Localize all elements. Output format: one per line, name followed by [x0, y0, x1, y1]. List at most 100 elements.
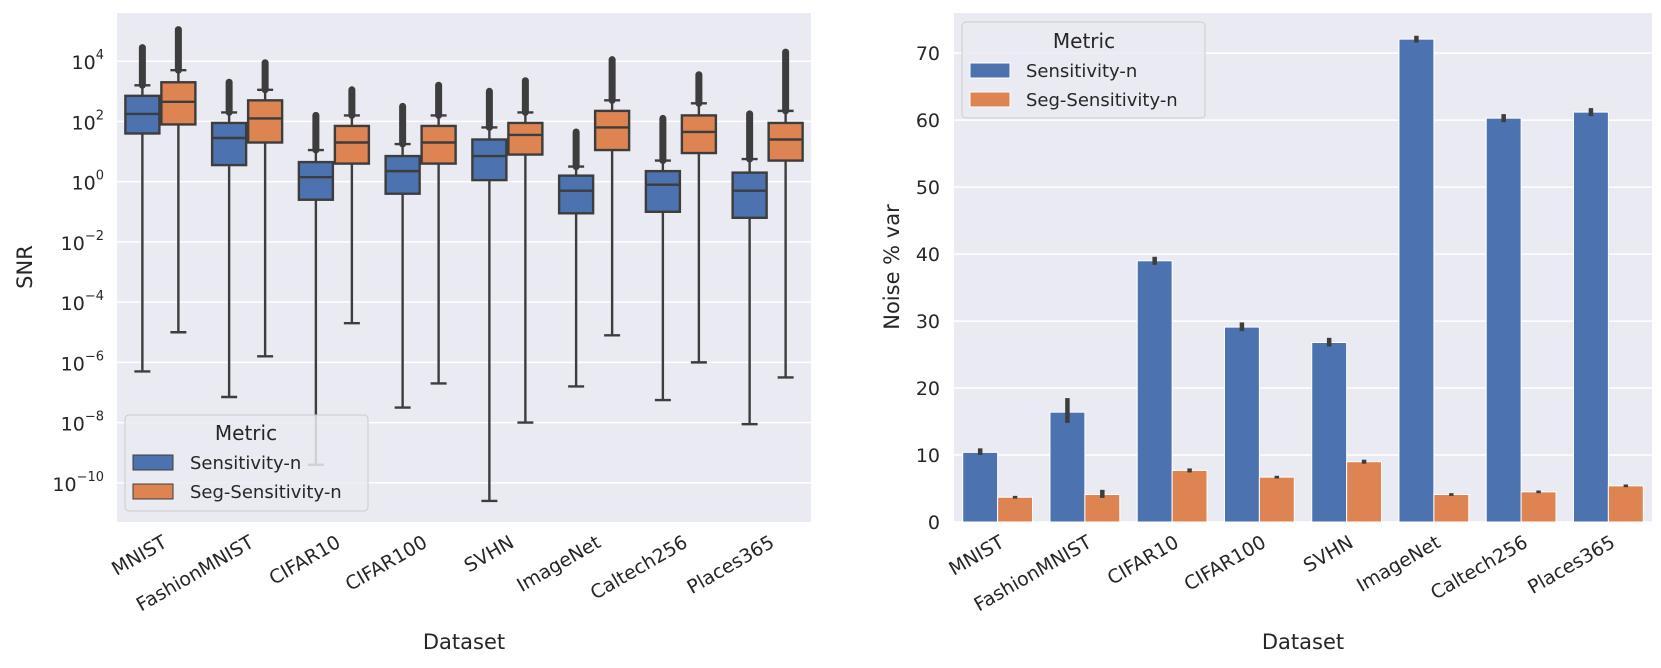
right-x-tick-label-svhn: SVHN: [1300, 531, 1357, 577]
bar-fashionmnist-sensitivity-n: [1049, 411, 1086, 523]
bar-cifar100-seg-sensitivity-n: [1258, 476, 1295, 523]
box-places365-sensitivity-n: [731, 110, 768, 426]
left-y-tick-label: 10−4: [61, 289, 104, 315]
bar-imagenet-sensitivity-n: [1398, 38, 1435, 523]
iqr-box: [333, 124, 371, 165]
box-mnist-sensitivity-n: [124, 44, 161, 373]
box-svhn-seg-sensitivity-n: [507, 77, 544, 424]
outlier-point: [225, 80, 233, 87]
right-gridlines: [954, 52, 1652, 523]
box-caltech256-seg-sensitivity-n: [680, 71, 718, 364]
right-y-tick-labels: 0 10 20 30 40 50 60 70: [916, 43, 940, 534]
left-legend: Metric Sensitivity-n Seg-Sensitivity-n: [124, 414, 369, 512]
outlier-point: [175, 27, 182, 34]
right-legend-label-seg-sensitivity: Seg-Sensitivity-n: [1026, 90, 1178, 111]
right-legend-frame: [961, 21, 1206, 119]
right-x-tick-label-places365: Places365: [1524, 531, 1619, 598]
iqr-box: [384, 154, 421, 195]
bar-fashionmnist-seg-sensitivity-n: [1084, 494, 1121, 523]
left-x-axis-label: Dataset: [423, 630, 505, 654]
right-y-tick-label: 30: [916, 311, 940, 333]
right-bars: [962, 35, 1644, 523]
outlier-point: [261, 61, 269, 68]
iqr-box: [420, 124, 457, 165]
iqr-box: [593, 109, 631, 152]
outlier-point: [746, 112, 753, 119]
right-y-axis-label: Noise % var: [880, 204, 904, 330]
left-legend-label-sensitivity: Sensitivity-n: [190, 453, 301, 474]
left-y-axis-label: SNR: [13, 245, 37, 289]
bar-places365-seg-sensitivity-n: [1607, 485, 1644, 523]
left-x-tick-label-svhn: SVHN: [460, 531, 517, 577]
left-x-tick-label-caltech256: Caltech256: [587, 531, 692, 604]
box-cifar10-seg-sensitivity-n: [333, 86, 371, 325]
right-y-tick-label: 10: [916, 445, 940, 467]
iqr-box: [297, 160, 335, 201]
iqr-box: [246, 99, 284, 144]
iqr-box: [507, 121, 544, 156]
bar-caltech256-seg-sensitivity-n: [1520, 491, 1557, 523]
left-y-tick-labels: 104 102 100 10−2 10−4 10−6 10−8 10−10: [52, 48, 104, 496]
right-y-tick-label: 40: [916, 244, 940, 266]
bar-svhn-seg-sensitivity-n: [1346, 461, 1383, 523]
box-cifar100-seg-sensitivity-n: [420, 81, 457, 385]
left-legend-frame: [124, 414, 369, 512]
right-y-tick-label: 70: [916, 43, 940, 65]
iqr-box: [731, 171, 768, 220]
iqr-box: [471, 138, 508, 182]
left-legend-title: Metric: [215, 421, 277, 445]
left-x-tick-label-mnist: MNIST: [108, 531, 171, 580]
box-places365-seg-sensitivity-n: [767, 48, 804, 379]
box-imagenet-seg-sensitivity-n: [593, 56, 631, 337]
left-legend-label-seg-sensitivity: Seg-Sensitivity-n: [190, 482, 342, 503]
outlier-point: [522, 80, 529, 87]
box-svhn-sensitivity-n: [471, 87, 508, 503]
left-y-tick-label: 10−8: [61, 410, 104, 436]
left-legend-swatch-sensitivity: [132, 454, 174, 471]
bar-mnist-seg-sensitivity-n: [997, 496, 1034, 523]
right-x-tick-label-caltech256: Caltech256: [1427, 531, 1532, 604]
left-y-tick-label: 10−10: [52, 470, 104, 496]
left-x-tick-label-cifar100: CIFAR100: [342, 531, 431, 595]
right-legend-label-sensitivity: Sensitivity-n: [1026, 61, 1137, 82]
box-caltech256-sensitivity-n: [644, 114, 682, 402]
left-legend-swatch-seg-sensitivity: [132, 483, 174, 500]
outlier-point: [572, 130, 580, 138]
outlier-point: [608, 57, 616, 64]
outlier-point: [782, 49, 789, 57]
bar-cifar10-seg-sensitivity-n: [1171, 469, 1208, 523]
box-imagenet-sensitivity-n: [557, 128, 595, 388]
right-y-tick-label: 20: [916, 378, 940, 400]
left-x-tick-label-cifar10: CIFAR10: [265, 531, 344, 589]
outlier-point: [348, 86, 356, 94]
right-legend-title: Metric: [1053, 29, 1115, 53]
right-x-tick-label-mnist: MNIST: [945, 531, 1008, 580]
bar-places365-sensitivity-n: [1572, 111, 1609, 523]
box-cifar100-sensitivity-n: [384, 102, 421, 409]
right-legend: Metric Sensitivity-n Seg-Sensitivity-n: [961, 21, 1206, 119]
iqr-box: [557, 174, 595, 215]
box-fashionmnist-sensitivity-n: [210, 78, 248, 399]
left-boxes: [124, 26, 804, 503]
box-fashionmnist-seg-sensitivity-n: [246, 59, 284, 358]
bar-cifar100-sensitivity-n: [1223, 326, 1260, 523]
left-y-tick-label: 100: [72, 169, 104, 195]
outlier-point: [659, 117, 667, 125]
iqr-box: [644, 169, 682, 213]
outlier-point: [399, 104, 406, 112]
left-y-tick-label: 104: [72, 48, 104, 74]
bar-caltech256-sensitivity-n: [1485, 117, 1522, 523]
right-x-tick-label-cifar100: CIFAR100: [1180, 531, 1269, 595]
outlier-point: [486, 91, 493, 99]
bar-svhn-sensitivity-n: [1311, 342, 1348, 523]
outlier-point: [435, 83, 442, 90]
iqr-box: [767, 121, 804, 162]
right-legend-swatch-seg-sensitivity: [969, 91, 1011, 108]
left-y-tick-label: 10−2: [61, 229, 104, 255]
right-y-tick-label: 50: [916, 177, 940, 199]
left-y-tick-label: 102: [72, 108, 104, 134]
